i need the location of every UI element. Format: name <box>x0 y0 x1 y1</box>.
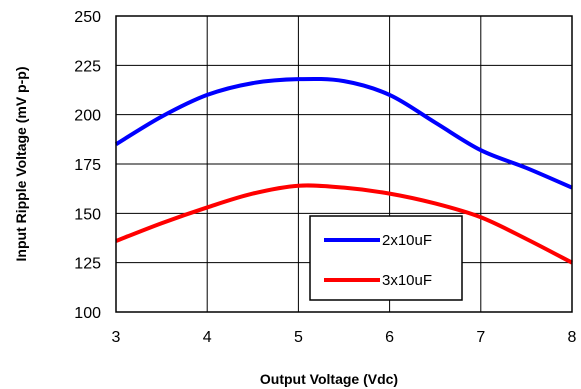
legend-label: 2x10uF <box>382 232 432 249</box>
y-tick-label: 200 <box>74 108 101 125</box>
y-tick-label: 175 <box>74 157 101 174</box>
y-tick-label: 250 <box>74 9 101 26</box>
x-tick-label: 5 <box>294 329 303 346</box>
legend-box <box>309 215 463 301</box>
y-tick-label: 225 <box>74 58 101 75</box>
x-tick-label: 8 <box>568 329 577 346</box>
series-line-2x10uF <box>114 76 573 190</box>
x-tick-labels: 3 4 5 6 7 8 <box>112 329 577 346</box>
x-tick-label: 6 <box>385 329 394 346</box>
y-tick-label: 125 <box>74 256 101 273</box>
y-tick-labels: 100 125 150 175 200 225 250 <box>74 9 101 322</box>
legend: 2x10uF 3x10uF <box>309 215 463 301</box>
series-lines <box>114 76 573 265</box>
x-tick-label: 3 <box>112 329 121 346</box>
y-tick-label: 150 <box>74 206 101 223</box>
series-line-3x10uF <box>115 183 573 265</box>
x-tick-label: 4 <box>203 329 212 346</box>
plot-frame <box>115 15 573 313</box>
legend-label: 3x10uF <box>382 272 432 289</box>
x-tick-label: 7 <box>476 329 485 346</box>
y-axis-title: Input Ripple Voltage (mV p-p) <box>13 67 29 262</box>
x-axis-title: Output Voltage (Vdc) <box>260 371 398 387</box>
y-tick-label: 100 <box>74 305 101 322</box>
